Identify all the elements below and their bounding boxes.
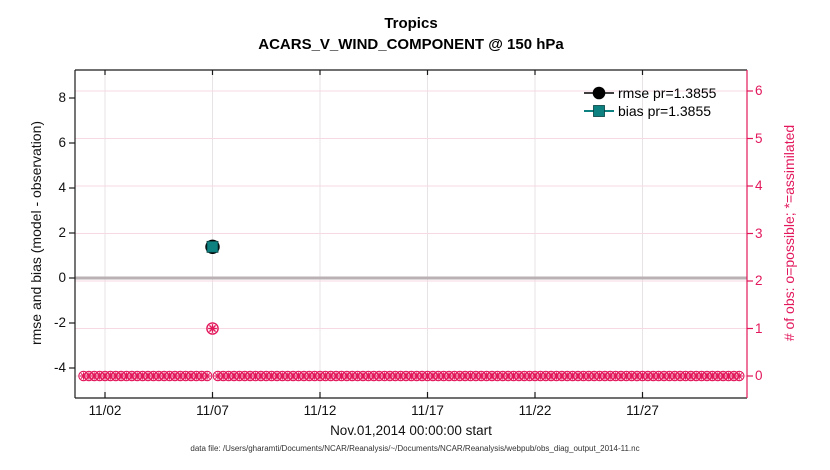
y-left-tick-label: 6 — [58, 135, 66, 150]
y-left-tick-label: 4 — [58, 180, 66, 195]
legend-label-bias: bias pr=1.3855 — [618, 103, 712, 119]
x-tick-label: 11/07 — [196, 403, 229, 418]
y-right-tick-label: 1 — [755, 320, 763, 336]
legend-item-rmse: rmse pr=1.3855 — [584, 84, 716, 102]
y-left-tick-label: -4 — [53, 360, 66, 375]
y-left-tick-label: 2 — [58, 225, 66, 240]
y-right-tick-label: 5 — [755, 130, 763, 146]
plot-subtitle: ACARS_V_WIND_COMPONENT @ 150 hPa — [258, 36, 564, 53]
obs-band-marker — [201, 370, 213, 382]
x-tick-label: 11/12 — [303, 403, 337, 418]
datafile-note: data file: /Users/gharamti/Documents/NCA… — [190, 444, 640, 453]
y-right-tick-label: 0 — [755, 368, 763, 383]
x-tick-label: 11/17 — [411, 403, 444, 418]
obs-count-point — [206, 322, 219, 335]
y-right-tick-label: 2 — [755, 273, 763, 288]
legend: rmse pr=1.3855 bias pr=1.3855 — [584, 84, 716, 120]
y-axis-label-right: # of obs: o=possible; *=assimilated — [781, 124, 797, 342]
bias-marker-icon — [584, 105, 614, 117]
rmse-marker-icon — [584, 86, 614, 100]
y-left-tick-label: 0 — [58, 270, 66, 285]
legend-item-bias: bias pr=1.3855 — [584, 102, 716, 120]
bias-point — [206, 240, 219, 253]
y-right-tick-label: 3 — [755, 225, 763, 241]
y-right-tick-label: 6 — [755, 83, 763, 98]
x-tick-label: 11/22 — [518, 403, 552, 418]
y-right-tick-label: 4 — [755, 178, 763, 193]
y-left-tick-label: -2 — [53, 315, 66, 330]
legend-label-rmse: rmse pr=1.3855 — [618, 85, 717, 101]
plot-title: Tropics — [384, 15, 438, 32]
y-left-tick-label: 8 — [58, 90, 66, 105]
obs-band-marker — [733, 370, 745, 382]
x-axis-label: Nov.01,2014 00:00:00 start — [330, 423, 492, 438]
x-tick-label: 11/27 — [626, 403, 659, 418]
x-tick-label: 11/02 — [88, 403, 122, 418]
